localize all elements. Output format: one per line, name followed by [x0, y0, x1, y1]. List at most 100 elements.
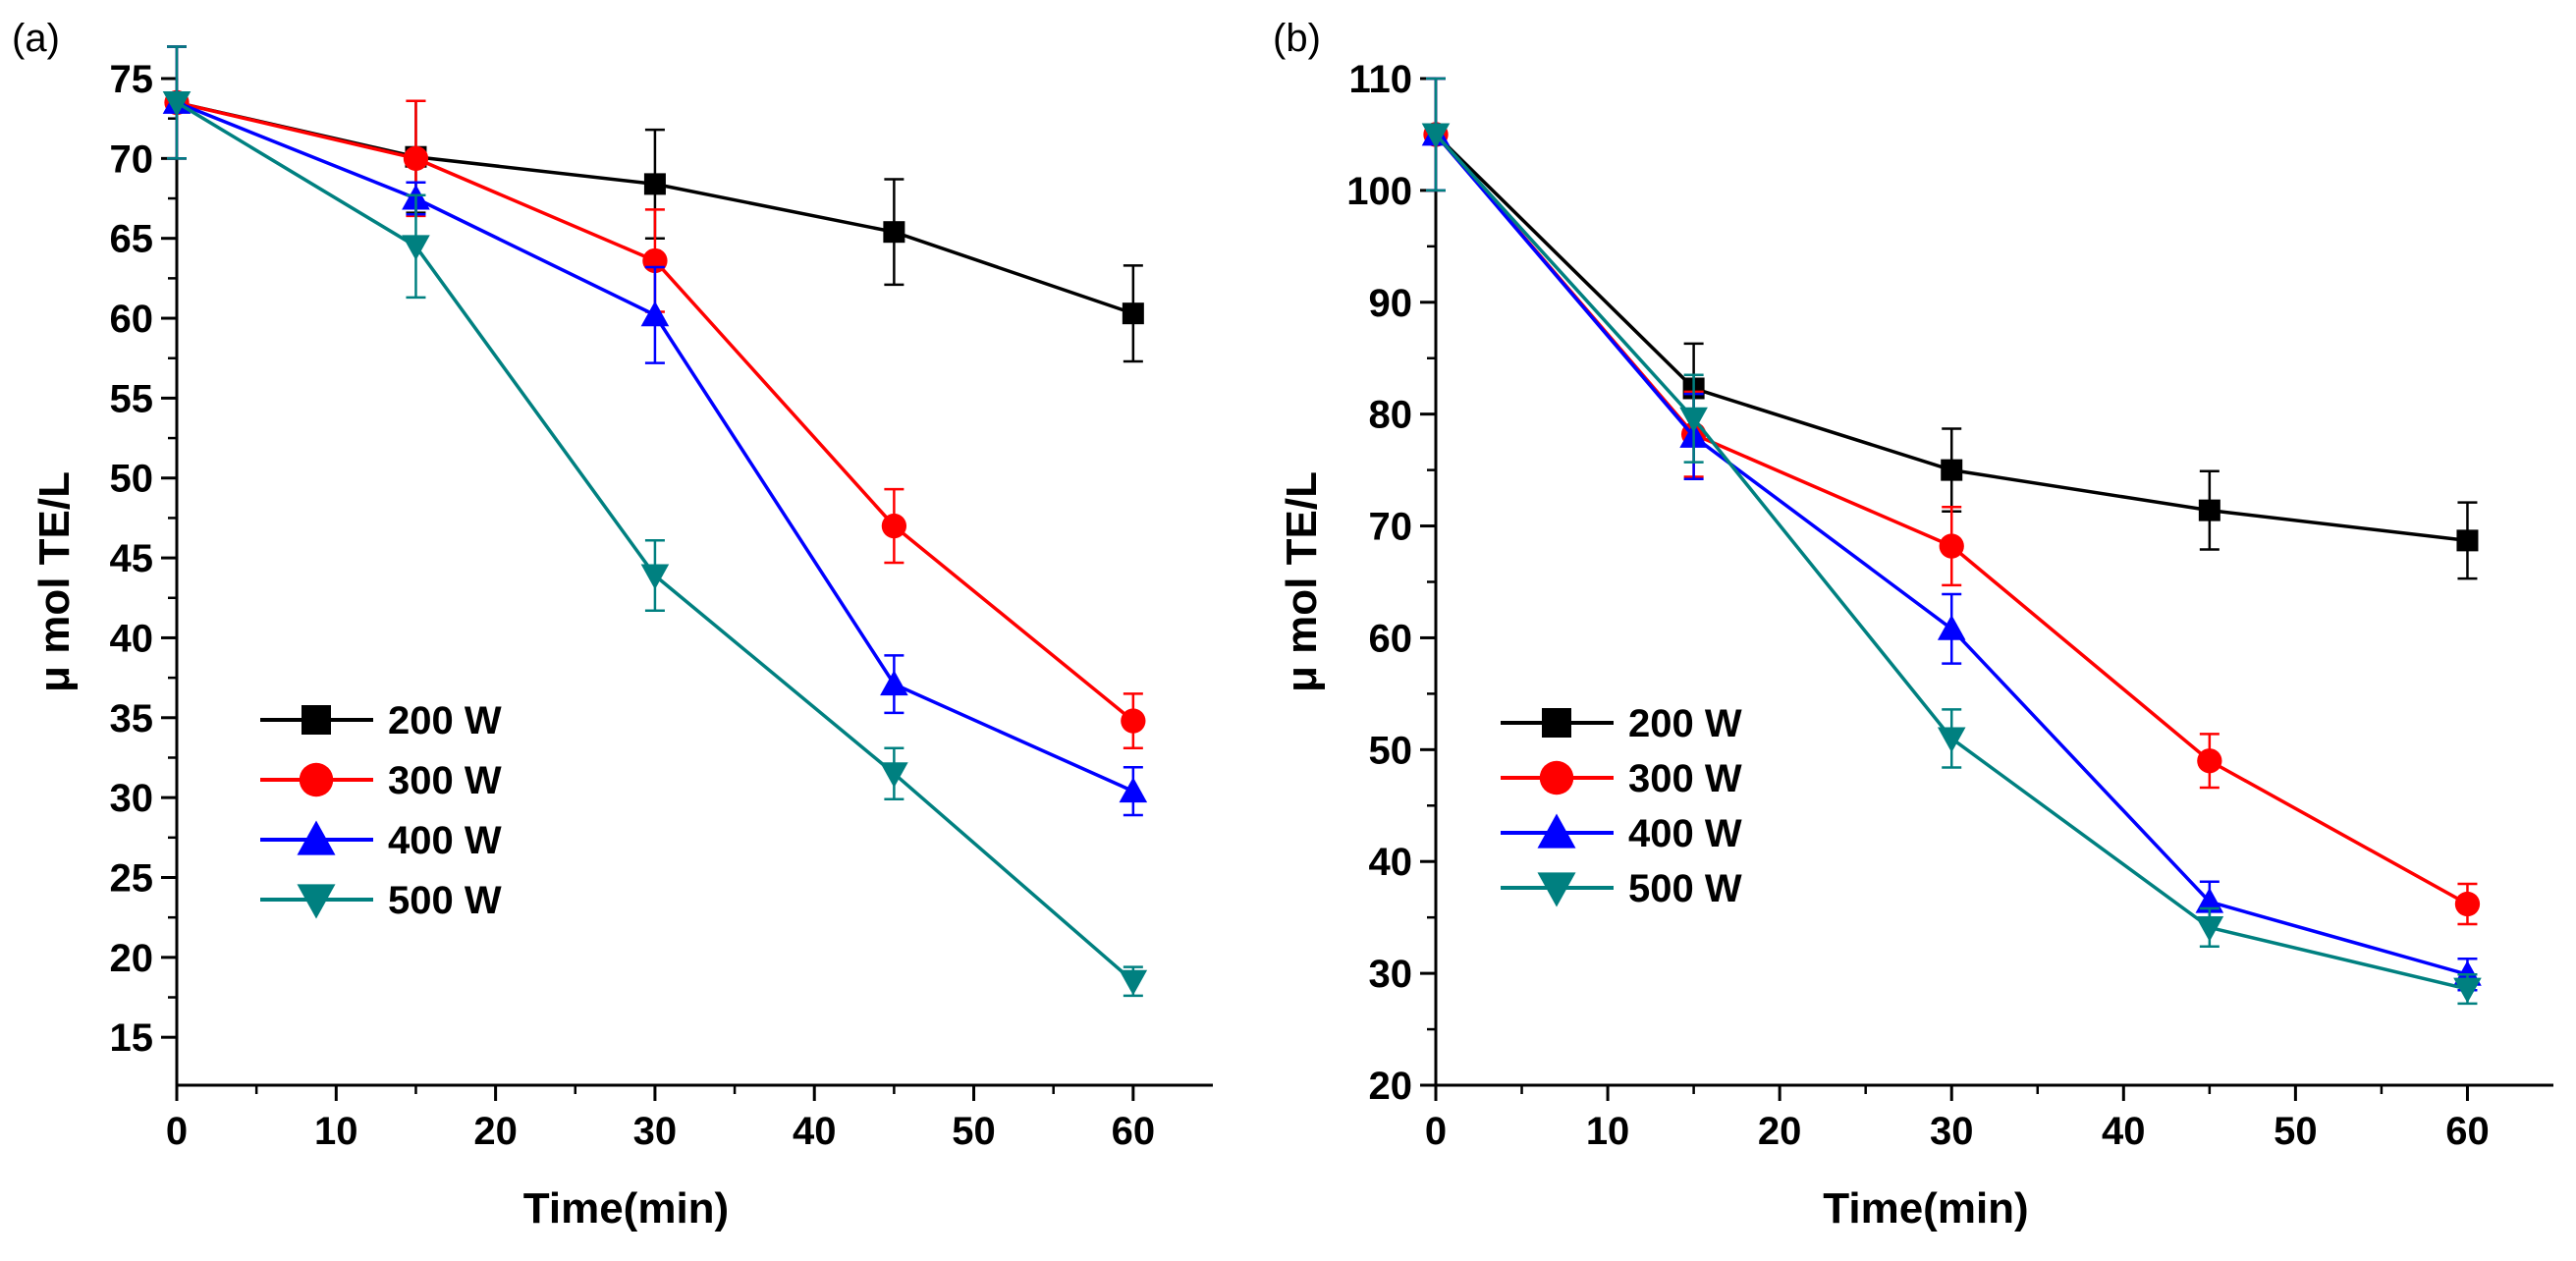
legend-label: 500 W [1628, 867, 1742, 910]
legend-label: 500 W [388, 879, 502, 922]
data-point [1679, 407, 1708, 433]
chart-panel-a: (a) 0 10 20 30 40 50 60 15 20 25 30 35 40 45 50 55 60 65 70… [12, 17, 1213, 1233]
y-tick-label: 60 [110, 298, 154, 341]
y-tick-label: 55 [110, 377, 154, 420]
y-tick-label: 70 [110, 137, 154, 181]
data-point [1937, 727, 1966, 753]
data-point [883, 221, 905, 244]
data-point [1119, 777, 1148, 803]
x-tick-label: 0 [166, 1110, 188, 1153]
y-tick-label: 60 [1369, 617, 1413, 660]
data-point [2198, 499, 2220, 521]
y-tick-label: 65 [110, 218, 154, 261]
legend-item: 400 W [260, 819, 502, 862]
y-axis-title: μ mol TE/L [30, 471, 79, 692]
legend-label: 400 W [1628, 812, 1742, 855]
legend-marker [297, 884, 336, 919]
data-point [2195, 887, 2224, 913]
x-tick-label: 50 [2274, 1110, 2318, 1153]
y-tick-label: 25 [110, 856, 154, 900]
legend-marker [297, 820, 336, 855]
y-tick-label: 90 [1369, 282, 1413, 325]
legend-marker [1537, 872, 1576, 907]
data-point [162, 90, 192, 117]
data-point [1119, 969, 1148, 996]
legend-label: 400 W [388, 819, 502, 862]
data-point [403, 145, 429, 171]
panel-label: (b) [1273, 17, 1321, 60]
y-tick-label: 40 [1369, 841, 1413, 884]
legend-marker [1542, 708, 1571, 738]
y-tick-label: 50 [1369, 729, 1413, 772]
data-point [402, 235, 430, 261]
data-point [1122, 302, 1144, 325]
x-tick-label: 20 [1758, 1110, 1802, 1153]
data-point [1937, 615, 1966, 640]
y-tick-label: 45 [110, 537, 154, 580]
x-axis-title: Time(min) [523, 1184, 729, 1233]
data-point [2197, 748, 2222, 774]
x-tick-label: 60 [1112, 1110, 1156, 1153]
y-tick-label: 30 [1369, 953, 1413, 996]
legend-item: 200 W [260, 699, 502, 742]
series-500w [1421, 77, 2482, 1006]
data-point [880, 670, 908, 696]
legend-item: 500 W [260, 879, 502, 922]
y-tick-label: 35 [110, 697, 154, 740]
legend-marker [301, 705, 331, 735]
data-point [2195, 915, 2224, 942]
legend-item: 200 W [1501, 702, 1742, 745]
x-tick-label: 30 [1930, 1110, 1974, 1153]
series-200w [1425, 77, 2479, 580]
legend-label: 200 W [388, 699, 502, 742]
y-tick-label: 30 [110, 777, 154, 820]
chart-panel-b: (b) 0 10 20 30 40 50 60 20 30 40 50 60 70 80 90 100 110 Ti… [1273, 17, 2553, 1233]
legend-label: 300 W [388, 759, 502, 802]
panel-label: (a) [12, 17, 60, 60]
data-point [2456, 529, 2479, 552]
data-point [1939, 533, 1964, 559]
y-tick-label: 70 [1369, 506, 1413, 549]
y-tick-label: 100 [1346, 170, 1412, 213]
x-axis-title: Time(min) [1823, 1184, 2028, 1233]
data-point [643, 173, 666, 195]
legend-item: 300 W [260, 759, 502, 802]
legend-marker [1539, 760, 1574, 795]
series-500w [162, 45, 1148, 998]
x-tick-label: 60 [2445, 1110, 2490, 1153]
legend-label: 200 W [1628, 702, 1742, 745]
y-tick-label: 80 [1369, 394, 1413, 437]
x-tick-label: 0 [1425, 1110, 1447, 1153]
data-point [640, 301, 670, 327]
legend-item: 500 W [1501, 867, 1742, 910]
legend-marker [299, 762, 334, 797]
data-point [1121, 708, 1146, 734]
x-tick-label: 10 [314, 1110, 358, 1153]
x-tick-label: 40 [2102, 1110, 2146, 1153]
data-point [1421, 123, 1451, 149]
y-tick-label: 50 [110, 458, 154, 501]
y-axis-title: μ mol TE/L [1278, 471, 1326, 692]
x-tick-label: 40 [793, 1110, 837, 1153]
y-tick-label: 20 [110, 937, 154, 980]
legend-item: 300 W [1501, 757, 1742, 800]
y-tick-label: 75 [110, 58, 154, 101]
x-tick-label: 20 [473, 1110, 518, 1153]
legend-item: 400 W [1501, 812, 1742, 855]
legend-marker [1537, 813, 1576, 849]
data-point [1941, 459, 1963, 481]
data-point [640, 564, 670, 590]
y-tick-label: 20 [1369, 1065, 1413, 1108]
y-tick-label: 110 [1348, 58, 1412, 101]
x-tick-label: 30 [633, 1110, 678, 1153]
data-point [2453, 977, 2482, 1004]
legend-label: 300 W [1628, 757, 1742, 800]
data-point [2454, 891, 2481, 917]
data-point [881, 513, 907, 539]
y-tick-label: 40 [110, 617, 154, 660]
x-tick-label: 50 [952, 1110, 996, 1153]
data-point [880, 762, 908, 789]
y-tick-label: 15 [110, 1016, 154, 1060]
x-tick-label: 10 [1586, 1110, 1630, 1153]
